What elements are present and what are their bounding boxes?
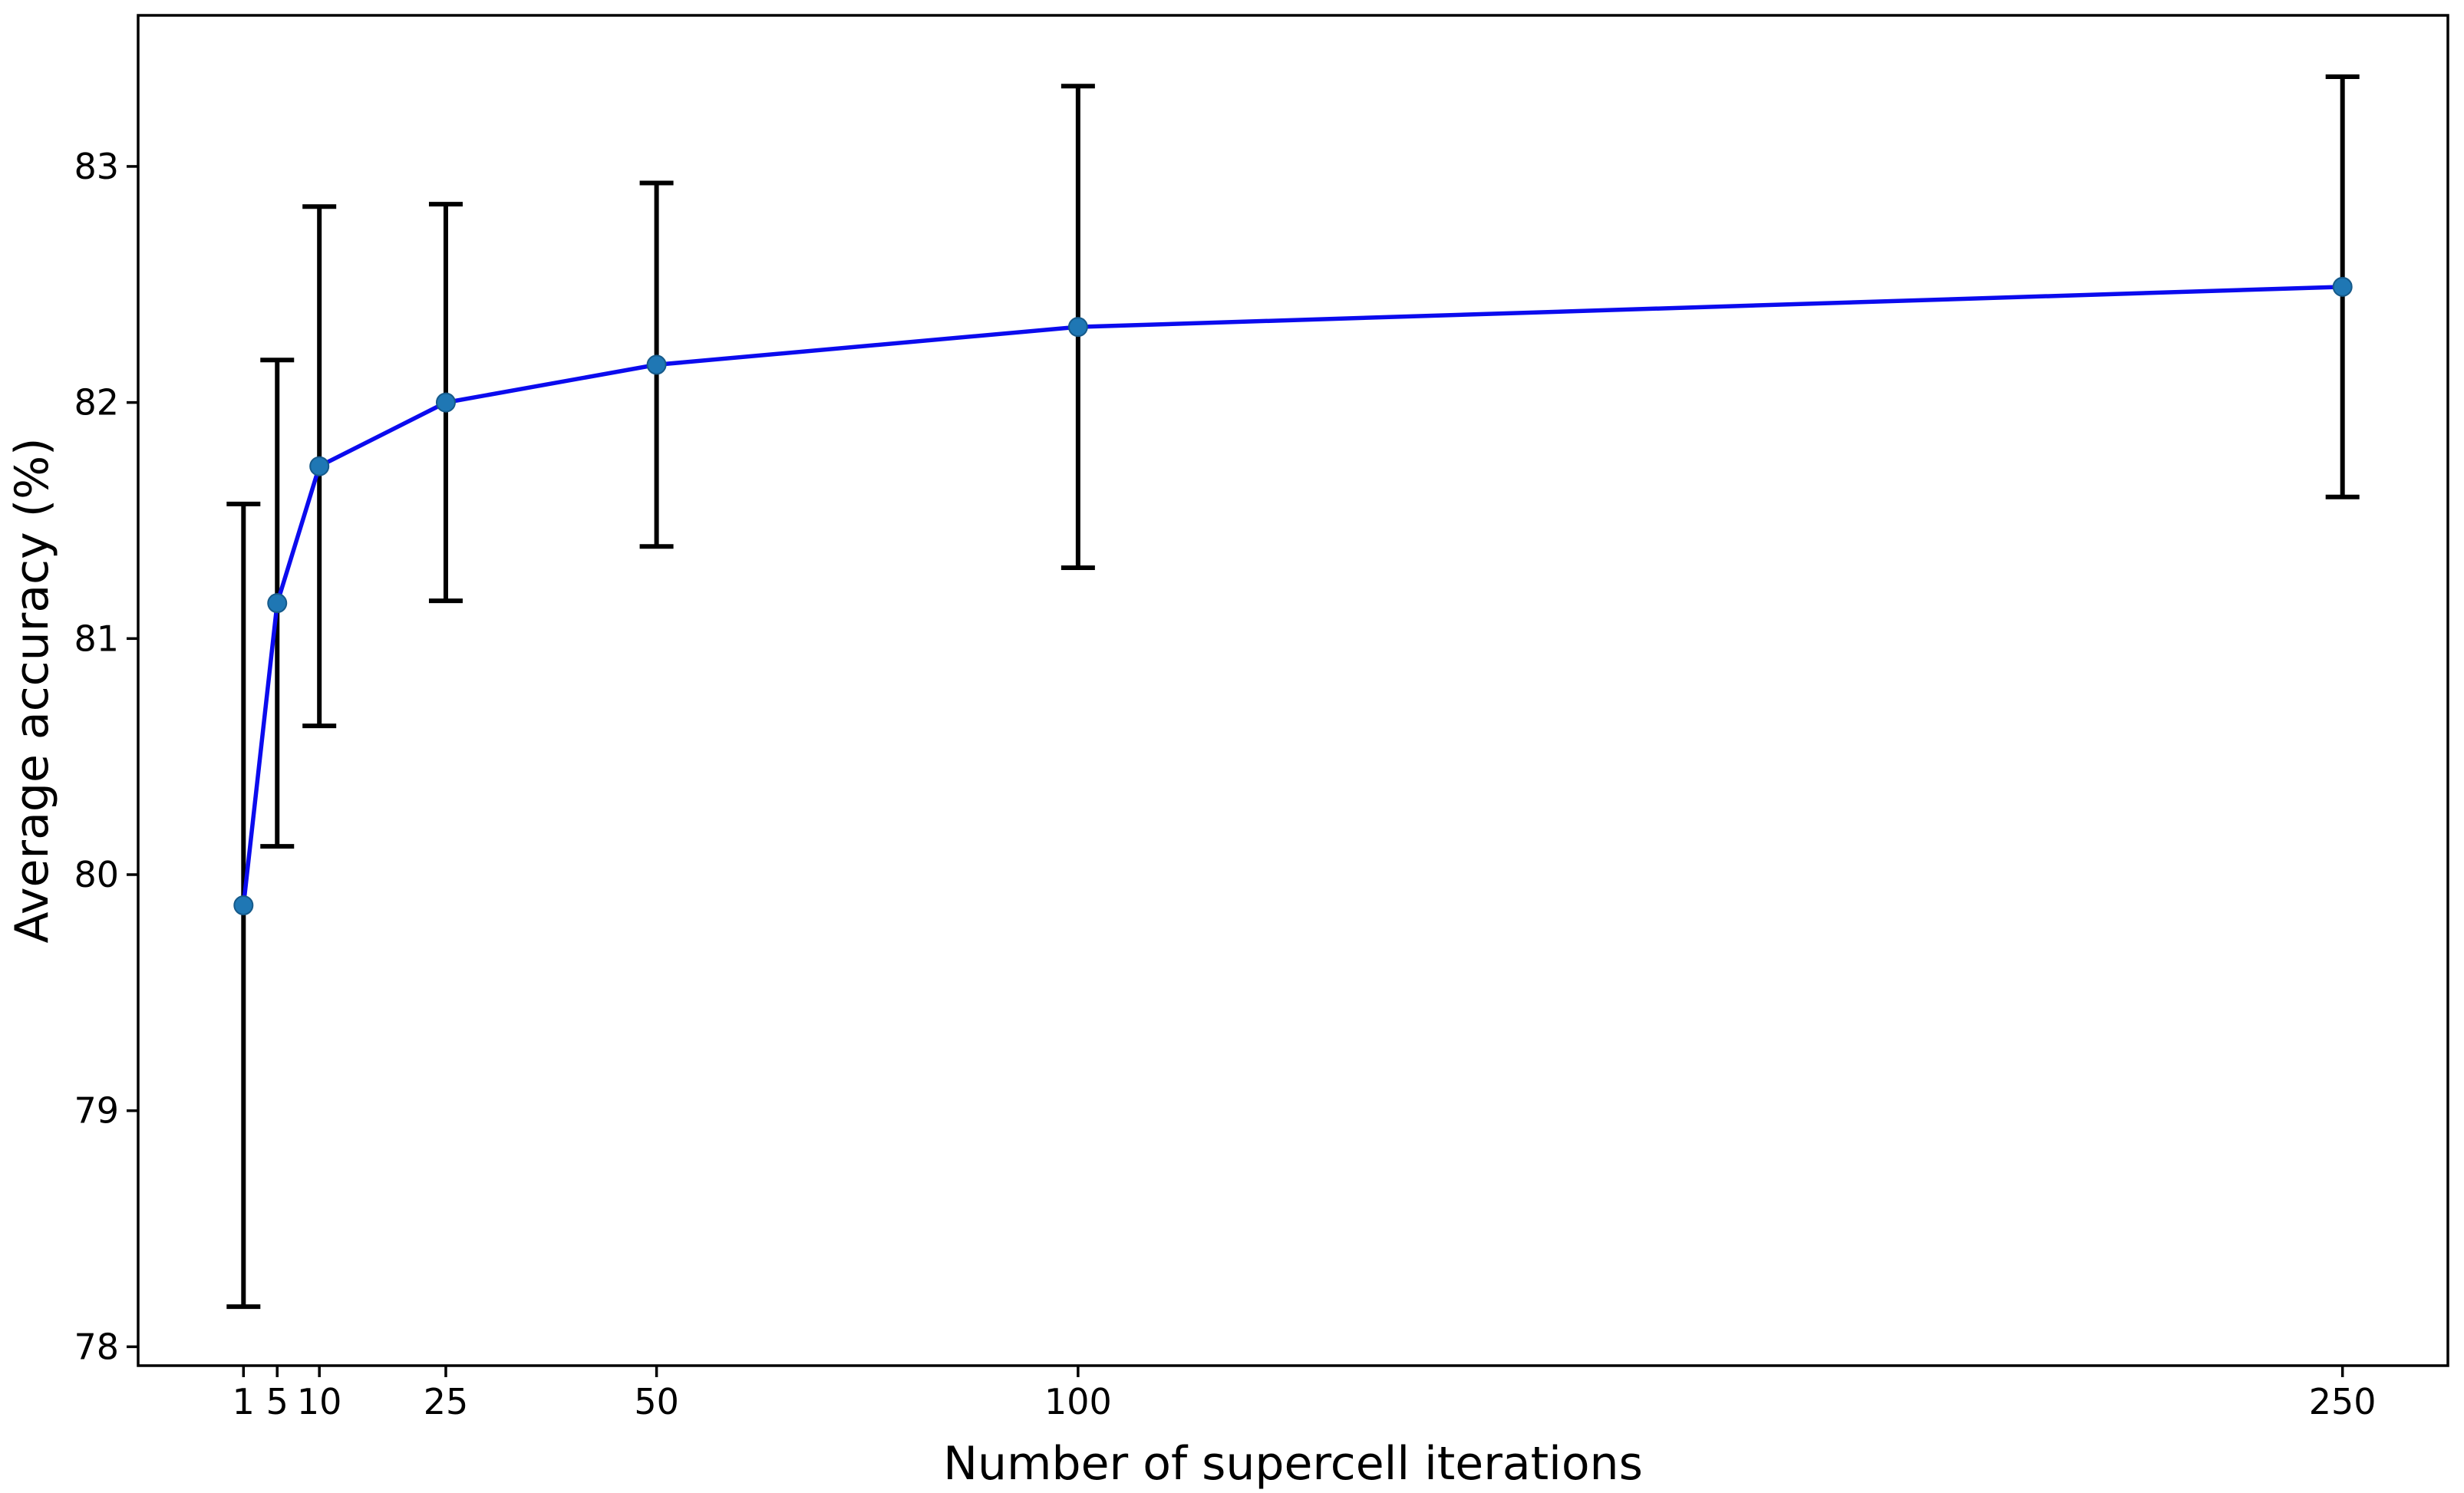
- y-tick-label: 78: [74, 1326, 119, 1367]
- y-axis-label: Average accuracy (%): [5, 437, 59, 943]
- data-point-marker: [2332, 276, 2353, 297]
- data-line: [241, 285, 2343, 906]
- data-point-marker: [309, 456, 330, 476]
- x-tick-label: 5: [266, 1381, 289, 1422]
- plot-frame: [137, 14, 2449, 1367]
- y-tick-label: 80: [74, 854, 119, 895]
- x-tick-label: 1: [233, 1381, 255, 1422]
- data-point-marker: [1067, 317, 1088, 338]
- data-point-marker: [646, 354, 667, 375]
- x-tick-label: 250: [2309, 1381, 2377, 1422]
- plot-area: 1 5 10 25 50 100 250 78 79 80 81 82 83: [74, 14, 2449, 1422]
- y-tick-label: 79: [74, 1090, 119, 1132]
- x-tick-label: 100: [1044, 1381, 1112, 1422]
- x-tick-label: 25: [424, 1381, 469, 1422]
- y-tick-label: 82: [74, 382, 119, 424]
- y-tick-label: 83: [74, 146, 119, 187]
- x-tick-label: 10: [297, 1381, 342, 1422]
- data-point-marker: [267, 593, 288, 614]
- data-point-marker: [435, 392, 456, 413]
- y-tick-label: 81: [74, 618, 119, 659]
- x-tick-label: 50: [634, 1381, 679, 1422]
- data-point-marker: [233, 895, 254, 915]
- x-axis-label: Number of supercell iterations: [943, 1437, 1643, 1491]
